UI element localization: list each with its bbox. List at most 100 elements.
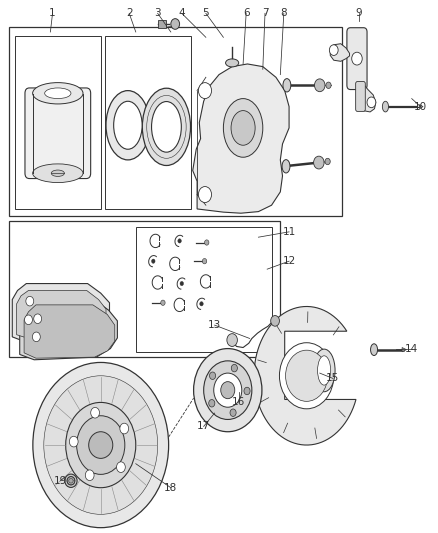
Text: 16: 16 [232,398,245,407]
Ellipse shape [45,88,71,99]
FancyBboxPatch shape [25,88,91,179]
Circle shape [178,239,181,243]
Ellipse shape [226,59,239,67]
Circle shape [214,373,242,407]
Ellipse shape [88,432,113,458]
Text: 18: 18 [164,483,177,492]
Circle shape [279,343,334,409]
Bar [9,221,280,357]
Circle shape [202,259,207,264]
Circle shape [34,314,42,324]
Ellipse shape [65,474,77,487]
Text: 7: 7 [261,9,268,18]
Bar [105,36,191,209]
Text: 1: 1 [49,9,56,18]
Text: 19: 19 [54,476,67,486]
Circle shape [209,400,215,407]
Ellipse shape [231,111,255,146]
Circle shape [367,97,376,108]
Text: 10: 10 [414,102,427,111]
Circle shape [198,83,212,99]
Circle shape [244,387,250,395]
Ellipse shape [313,349,335,392]
Circle shape [194,349,262,432]
Polygon shape [24,305,115,358]
Text: 3: 3 [154,9,161,18]
Circle shape [286,350,328,401]
Polygon shape [12,284,110,342]
Circle shape [171,19,180,29]
Circle shape [120,423,129,434]
Circle shape [325,158,330,165]
Polygon shape [193,64,289,213]
Ellipse shape [113,101,142,149]
Text: 9: 9 [356,9,363,18]
Circle shape [44,376,158,514]
Circle shape [204,361,252,419]
Ellipse shape [142,88,191,165]
Text: 14: 14 [405,344,418,354]
Circle shape [66,402,136,488]
FancyBboxPatch shape [356,82,365,111]
Ellipse shape [67,477,75,485]
Polygon shape [254,306,356,445]
Circle shape [180,281,184,286]
Circle shape [26,296,34,306]
Text: 4: 4 [178,9,185,18]
Ellipse shape [32,83,83,104]
Ellipse shape [223,99,263,157]
Circle shape [161,300,165,305]
Polygon shape [20,300,117,360]
Circle shape [33,362,169,528]
Circle shape [314,79,325,92]
Ellipse shape [32,164,83,182]
Circle shape [329,45,338,55]
Circle shape [77,416,125,474]
Text: 17: 17 [197,422,210,431]
Text: 8: 8 [280,9,287,18]
Polygon shape [359,84,376,112]
Circle shape [117,462,125,472]
Circle shape [231,365,237,372]
Circle shape [221,382,235,399]
Circle shape [271,316,279,326]
Circle shape [314,156,324,169]
Polygon shape [17,290,106,338]
Bar [136,227,272,352]
Circle shape [25,315,32,325]
Ellipse shape [283,78,291,92]
Text: 11: 11 [283,227,296,237]
Text: 6: 6 [243,9,250,18]
Circle shape [209,372,215,379]
Circle shape [198,187,212,203]
Circle shape [205,240,209,245]
Circle shape [69,437,78,447]
Polygon shape [330,44,350,61]
Ellipse shape [51,170,64,176]
Text: 2: 2 [126,9,133,18]
Polygon shape [402,348,406,352]
FancyBboxPatch shape [347,28,367,90]
Bar [15,36,101,209]
Ellipse shape [282,160,290,173]
Circle shape [91,407,99,418]
Circle shape [85,470,94,481]
Ellipse shape [152,101,181,152]
Circle shape [230,409,236,416]
Circle shape [227,334,237,346]
Circle shape [326,82,331,88]
Text: 13: 13 [208,320,221,330]
Text: 5: 5 [202,9,209,18]
Circle shape [152,259,155,263]
Bar [9,27,342,216]
Ellipse shape [106,91,150,160]
Ellipse shape [318,356,331,385]
Ellipse shape [371,344,378,356]
Text: 12: 12 [283,256,296,266]
Circle shape [200,302,203,306]
Ellipse shape [382,101,389,112]
Text: 15: 15 [326,374,339,383]
Polygon shape [420,104,423,109]
Circle shape [352,52,362,65]
Circle shape [32,332,40,342]
